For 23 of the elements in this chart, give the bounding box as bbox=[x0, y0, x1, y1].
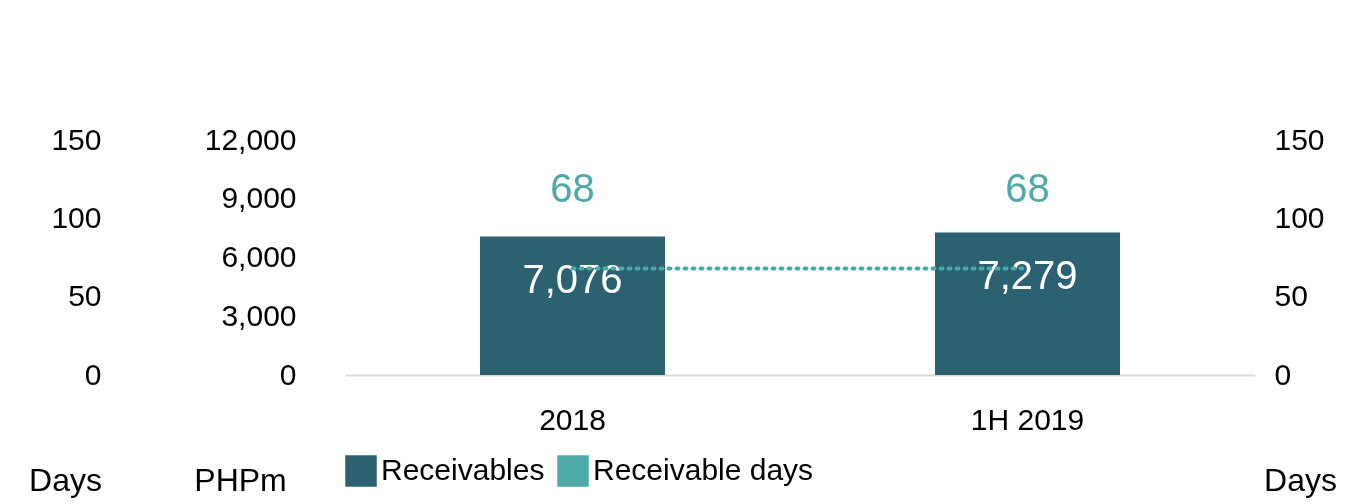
data-label: 7,279 bbox=[977, 253, 1078, 298]
y2-tick-label: 50 bbox=[1274, 279, 1308, 313]
y-tick-label: 9,000 bbox=[221, 181, 297, 215]
data-label: 68 bbox=[1005, 166, 1050, 211]
x-tick-label: 2018 bbox=[539, 402, 606, 436]
x-tick-label: 1H 2019 bbox=[970, 402, 1085, 436]
y-axis-title: PHPm bbox=[194, 461, 287, 498]
y2-tick-label: 100 bbox=[1274, 200, 1325, 234]
y2-tick-label: 0 bbox=[1274, 357, 1292, 391]
y3-tick-label: 100 bbox=[51, 200, 102, 234]
y-tick-label: 6,000 bbox=[221, 240, 297, 273]
y3-axis-title: Days bbox=[29, 461, 102, 498]
legend-label: Receivable days bbox=[593, 453, 814, 486]
y2-axis-title: Days bbox=[1264, 461, 1337, 498]
legend-label: Receivables bbox=[381, 453, 545, 486]
data-label: 68 bbox=[550, 166, 595, 211]
y2-tick-label: 150 bbox=[1274, 122, 1325, 156]
y-tick-label: 0 bbox=[279, 357, 297, 391]
y-tick-label: 3,000 bbox=[221, 298, 297, 332]
y3-tick-label: 150 bbox=[51, 122, 102, 156]
y3-tick-label: 0 bbox=[84, 357, 102, 391]
y3-tick-label: 50 bbox=[68, 279, 102, 313]
y-tick-label: 12,000 bbox=[204, 122, 297, 156]
